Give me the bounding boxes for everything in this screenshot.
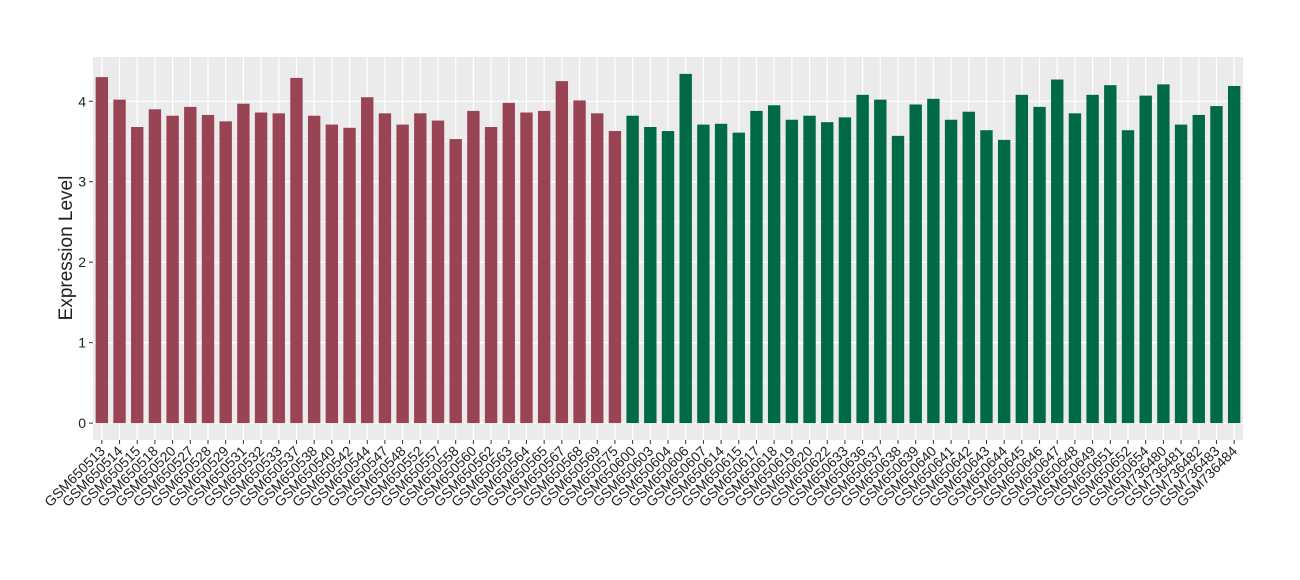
bar <box>927 98 940 424</box>
bar <box>290 77 303 424</box>
bar <box>891 135 905 424</box>
bar <box>484 127 498 424</box>
bar <box>537 110 551 424</box>
bar <box>944 119 958 424</box>
bar <box>767 105 781 424</box>
bar <box>1157 84 1170 424</box>
y-axis-title: Expression Level <box>56 176 77 321</box>
bar <box>1051 79 1064 424</box>
bar <box>803 115 816 424</box>
bar <box>343 127 356 424</box>
bar <box>449 139 462 424</box>
bar <box>361 97 374 424</box>
bar <box>626 115 639 424</box>
bar <box>1227 85 1241 424</box>
y-tick-label: 3 <box>78 174 86 190</box>
bar <box>237 103 250 424</box>
bar <box>378 113 392 424</box>
bar <box>95 77 109 424</box>
bar <box>396 124 409 424</box>
bar <box>414 113 427 424</box>
y-tick-label: 1 <box>78 335 86 351</box>
bar <box>821 122 834 424</box>
bar <box>148 109 162 424</box>
bar <box>431 120 445 424</box>
bar <box>1068 113 1082 424</box>
y-tick-label: 4 <box>78 93 86 109</box>
bar <box>838 117 852 424</box>
bar <box>131 127 144 424</box>
bar <box>1104 85 1117 424</box>
bar <box>113 99 126 424</box>
bar <box>520 112 533 424</box>
bar <box>555 81 569 424</box>
bar <box>1086 94 1099 424</box>
y-tick-label: 2 <box>78 254 86 270</box>
bar <box>1139 95 1152 424</box>
bar <box>679 73 692 424</box>
bar <box>573 100 586 424</box>
bar <box>184 106 197 424</box>
bar <box>909 104 922 424</box>
y-tick-label: 0 <box>78 415 86 431</box>
bar <box>732 132 745 424</box>
bar <box>307 115 321 424</box>
bar <box>962 111 975 424</box>
bar <box>272 113 285 424</box>
bar <box>1192 114 1205 424</box>
bar <box>1015 94 1029 424</box>
bar <box>1174 124 1188 424</box>
bar <box>644 127 657 424</box>
bar <box>874 99 887 424</box>
bar <box>467 110 480 424</box>
bar <box>502 102 515 424</box>
bar <box>608 131 622 424</box>
bar <box>591 113 604 424</box>
bar <box>1121 130 1135 424</box>
bar <box>714 123 728 424</box>
bar <box>750 110 763 424</box>
bar <box>856 94 869 424</box>
bar <box>325 124 339 424</box>
bar <box>661 131 675 424</box>
bar <box>697 124 710 424</box>
bar <box>219 121 232 424</box>
bar <box>997 139 1011 424</box>
bar <box>201 114 215 424</box>
bar <box>1033 106 1046 424</box>
bar <box>1210 106 1223 424</box>
bar <box>166 115 179 424</box>
bar <box>254 112 268 424</box>
bar <box>785 119 799 424</box>
bar <box>980 130 993 424</box>
